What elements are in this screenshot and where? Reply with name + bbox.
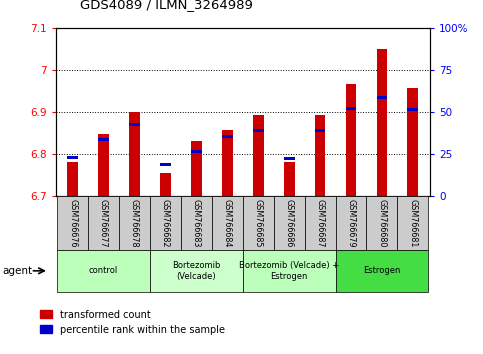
Bar <box>253 115 264 196</box>
Text: GSM766680: GSM766680 <box>377 199 386 247</box>
Text: GSM766682: GSM766682 <box>161 199 170 248</box>
Text: GSM766676: GSM766676 <box>68 199 77 248</box>
Bar <box>150 250 242 292</box>
Bar <box>408 108 418 110</box>
Text: GSM766685: GSM766685 <box>254 199 263 248</box>
Bar <box>160 172 171 196</box>
Bar <box>314 115 326 196</box>
Bar <box>67 162 78 196</box>
Bar <box>222 130 233 196</box>
Bar <box>57 250 150 292</box>
Bar <box>253 129 264 132</box>
Bar <box>284 162 295 196</box>
Bar <box>398 196 428 250</box>
Bar <box>367 196 398 250</box>
Bar <box>119 196 150 250</box>
Bar <box>314 129 326 132</box>
Text: GSM766687: GSM766687 <box>315 199 325 248</box>
Bar <box>242 196 274 250</box>
Bar <box>160 164 171 166</box>
Bar <box>191 141 202 196</box>
Bar <box>98 134 109 196</box>
Bar <box>88 196 119 250</box>
Text: Estrogen: Estrogen <box>363 266 400 275</box>
Text: GDS4089 / ILMN_3264989: GDS4089 / ILMN_3264989 <box>80 0 253 11</box>
Bar <box>129 112 140 196</box>
Bar <box>274 196 305 250</box>
Text: GSM766679: GSM766679 <box>346 199 355 248</box>
Bar <box>98 138 109 141</box>
Bar <box>181 196 212 250</box>
Bar <box>222 135 233 138</box>
Text: GSM766686: GSM766686 <box>284 199 294 247</box>
Bar <box>305 196 336 250</box>
Text: GSM766684: GSM766684 <box>223 199 232 247</box>
Text: agent: agent <box>2 266 32 276</box>
Bar <box>67 156 78 159</box>
Bar <box>242 250 336 292</box>
Text: GSM766681: GSM766681 <box>408 199 417 247</box>
Bar <box>57 196 88 250</box>
Bar <box>345 84 356 196</box>
Bar <box>336 250 428 292</box>
Text: GSM766677: GSM766677 <box>99 199 108 248</box>
Bar <box>150 196 181 250</box>
Bar <box>191 150 202 153</box>
Bar <box>377 49 387 196</box>
Text: Bortezomib (Velcade) +
Estrogen: Bortezomib (Velcade) + Estrogen <box>239 261 339 280</box>
Text: GSM766683: GSM766683 <box>192 199 201 247</box>
Bar <box>212 196 242 250</box>
Bar <box>345 107 356 110</box>
Bar <box>408 88 418 196</box>
Text: Bortezomib
(Velcade): Bortezomib (Velcade) <box>172 261 221 280</box>
Bar <box>129 123 140 126</box>
Legend: transformed count, percentile rank within the sample: transformed count, percentile rank withi… <box>36 306 228 338</box>
Bar <box>284 157 295 160</box>
Bar <box>377 96 387 99</box>
Bar <box>336 196 367 250</box>
Text: control: control <box>89 266 118 275</box>
Text: GSM766678: GSM766678 <box>130 199 139 248</box>
